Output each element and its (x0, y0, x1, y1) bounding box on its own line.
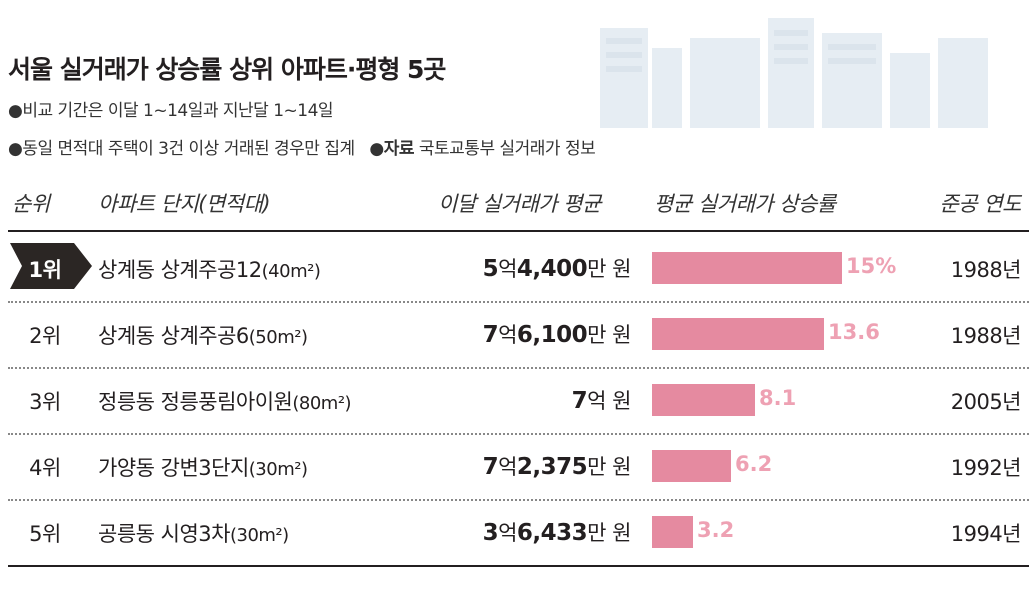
price-eok-unit: 억 (498, 455, 517, 479)
table-bottom-rule (8, 565, 1029, 567)
rate-label: 3.2 (697, 518, 735, 542)
rank-label: 1위 (28, 258, 62, 282)
rate-bar (652, 252, 842, 284)
apartment-complex: 가양동 강변3단지 (98, 456, 249, 480)
apartment-complex: 상계동 상계주공12 (98, 258, 262, 282)
rate-label: 13.6 (828, 320, 880, 344)
price-eok-unit: 억 (498, 521, 517, 545)
price-man-unit: 만 원 (587, 455, 631, 479)
note-criteria-text: ●동일 면적대 주택이 3건 이상 거래된 경우만 집계 (8, 139, 355, 159)
rate-bar (652, 384, 755, 416)
background-buildings-illustration (600, 18, 988, 128)
apartment-complex: 정릉동 정릉풍림아이원 (98, 390, 293, 414)
price-eok-number: 5 (482, 256, 499, 282)
header-rank: 순위 (12, 192, 50, 216)
rank-label: 5위 (29, 522, 61, 546)
completion-year: 1992년 (950, 456, 1022, 480)
rank-1-badge (10, 243, 92, 289)
apartment-name: 상계동 상계주공6(50m²) (98, 320, 308, 350)
header-price: 이달 실거래가 평균 (438, 192, 601, 216)
average-price: 5억4,400만 원 (482, 253, 632, 283)
row-divider (8, 367, 1029, 369)
header-apartment: 아파트 단지(면적대) (98, 192, 271, 216)
row-divider (8, 433, 1029, 435)
apartment-name: 가양동 강변3단지(30m²) (98, 452, 308, 482)
price-eok-number: 7 (571, 388, 588, 414)
completion-year: 1994년 (950, 522, 1022, 546)
price-man-number: 6,433 (516, 520, 588, 546)
apartment-area: (40m²) (261, 261, 321, 282)
price-man-unit: 만 원 (587, 521, 631, 545)
apartment-area: (50m²) (248, 327, 308, 348)
apartment-complex: 상계동 상계주공6 (98, 324, 249, 348)
rate-label: 8.1 (759, 386, 797, 410)
rank-label: 2위 (29, 324, 61, 348)
rate-bar (652, 450, 731, 482)
completion-year: 1988년 (950, 324, 1022, 348)
row-divider (8, 499, 1029, 501)
price-man-number: 2,375 (516, 454, 588, 480)
average-price: 7억 원 (571, 385, 632, 415)
source-label: ●자료 (369, 139, 414, 159)
header-rate: 평균 실거래가 상승률 (654, 192, 836, 216)
price-man-number: 6,100 (516, 322, 588, 348)
row-divider (8, 301, 1029, 303)
completion-year: 2005년 (950, 390, 1022, 414)
price-eok-unit: 억 (498, 257, 517, 281)
rate-bar (652, 318, 824, 350)
chart-title: 서울 실거래가 상승률 상위 아파트·평형 5곳 (8, 55, 446, 84)
average-price: 7억6,100만 원 (482, 319, 632, 349)
note-criteria: ●동일 면적대 주택이 3건 이상 거래된 경우만 집계 ●자료 국토교통부 실… (8, 134, 596, 159)
apartment-area: (30m²) (248, 459, 308, 480)
price-man-unit: 만 원 (587, 323, 631, 347)
rate-label: 15% (846, 254, 897, 278)
apartment-area: (30m²) (229, 525, 289, 546)
completion-year: 1988년 (950, 258, 1022, 282)
apartment-name: 정릉동 정릉풍림아이원(80m²) (98, 386, 352, 416)
rate-label: 6.2 (735, 452, 773, 476)
price-man-number: 4,400 (516, 256, 588, 282)
price-man-unit: 원 (606, 389, 631, 413)
note-comparison-period: ●비교 기간은 이달 1~14일과 지난달 1~14일 (8, 101, 334, 121)
average-price: 3억6,433만 원 (482, 517, 632, 547)
price-eok-unit: 억 (587, 389, 606, 413)
price-eok-number: 7 (482, 454, 499, 480)
rank-label: 4위 (29, 456, 61, 480)
rank-label: 3위 (29, 390, 61, 414)
header-year: 준공 연도 (939, 192, 1022, 216)
apartment-name: 공릉동 시영3차(30m²) (98, 518, 289, 548)
apartment-name: 상계동 상계주공12(40m²) (98, 254, 321, 284)
apartment-complex: 공릉동 시영3차 (98, 522, 230, 546)
price-man-unit: 만 원 (587, 257, 631, 281)
rate-bar (652, 516, 693, 548)
average-price: 7억2,375만 원 (482, 451, 632, 481)
price-eok-number: 7 (482, 322, 499, 348)
price-eok-number: 3 (482, 520, 499, 546)
table-top-rule (8, 230, 1029, 232)
apartment-area: (80m²) (292, 393, 352, 414)
source-text: 국토교통부 실거래가 정보 (418, 139, 596, 159)
price-eok-unit: 억 (498, 323, 517, 347)
